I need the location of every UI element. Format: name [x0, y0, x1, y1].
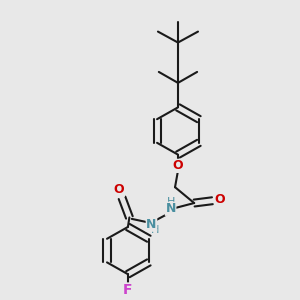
Text: N: N — [146, 218, 157, 231]
Text: H: H — [167, 197, 175, 208]
Text: F: F — [123, 283, 133, 297]
Text: N: N — [165, 202, 176, 215]
Text: O: O — [214, 194, 225, 206]
Text: O: O — [173, 159, 183, 172]
Text: O: O — [114, 183, 124, 196]
Text: H: H — [151, 225, 159, 236]
